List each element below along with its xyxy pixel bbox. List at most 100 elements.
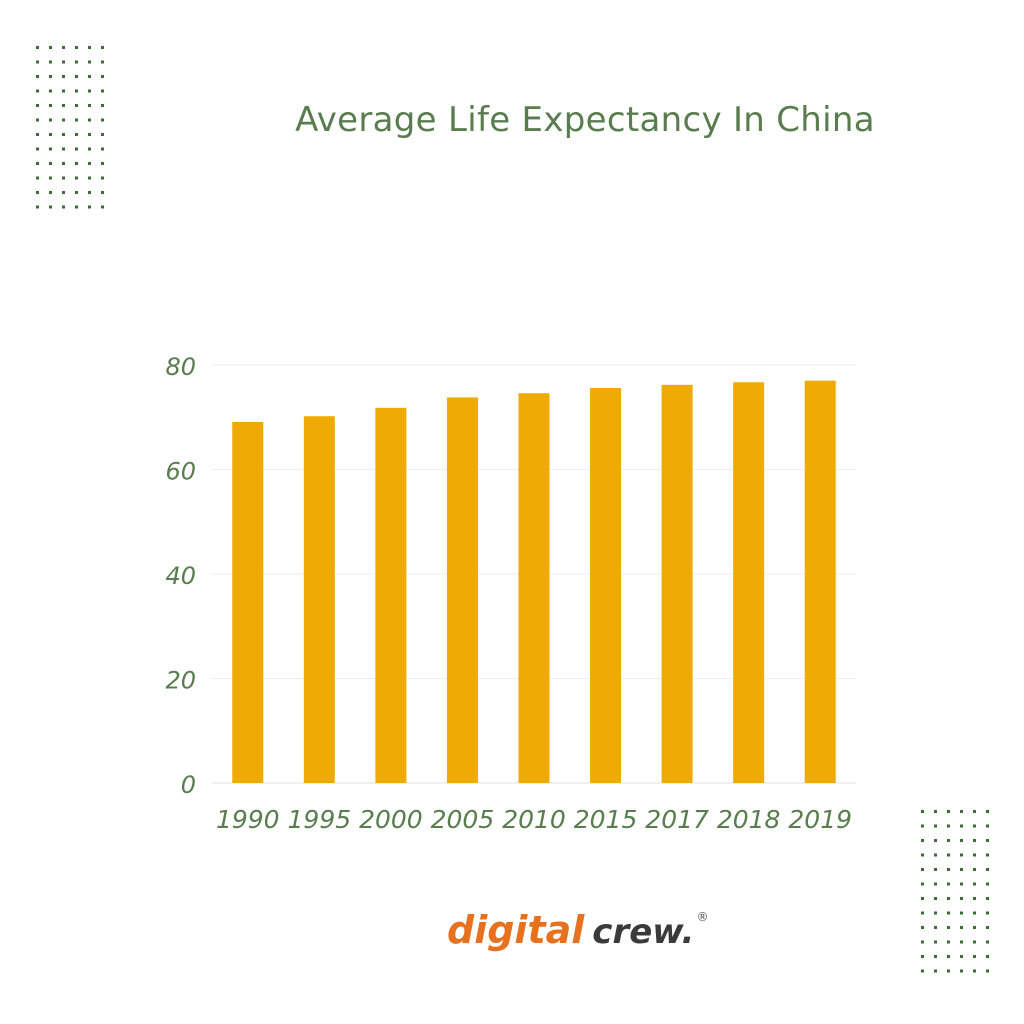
bar-2010	[518, 393, 550, 783]
dot	[88, 176, 91, 180]
dot	[36, 191, 39, 194]
dot	[75, 60, 78, 64]
dot	[75, 162, 78, 165]
dot	[62, 46, 65, 49]
dot	[101, 118, 104, 122]
dot	[101, 191, 104, 194]
bar-chart: 0 20 40 60 80 1990 1995 2000 2005 2010 2015 2017 201…	[165, 353, 856, 834]
dot	[49, 191, 52, 194]
dot	[934, 955, 937, 958]
bar-2018	[733, 382, 765, 783]
dot	[49, 176, 52, 180]
dot	[960, 853, 963, 857]
dot	[101, 46, 104, 49]
dot	[62, 118, 65, 122]
dot	[921, 897, 924, 900]
bar-2005	[446, 397, 478, 783]
dot	[62, 176, 65, 180]
dot	[62, 89, 65, 93]
dot	[947, 882, 950, 886]
x-tick-label: 1995	[288, 805, 352, 834]
dot	[934, 868, 937, 871]
dot	[986, 824, 989, 828]
dot	[973, 955, 976, 958]
dot	[960, 868, 963, 871]
dot	[934, 839, 937, 842]
dot	[88, 104, 91, 107]
x-tick-label: 2017	[645, 805, 709, 834]
dot	[88, 162, 91, 165]
dot	[986, 853, 989, 857]
dot	[921, 926, 924, 929]
dot	[101, 147, 104, 151]
dot	[36, 89, 39, 93]
registered-mark: ®	[696, 910, 709, 924]
dot	[62, 147, 65, 151]
dot	[62, 75, 65, 78]
dot	[49, 133, 52, 136]
dot	[934, 969, 937, 973]
digital-crew-logo: digital crew. ®	[447, 908, 708, 952]
dot	[947, 853, 950, 857]
dot	[101, 89, 104, 93]
dot	[49, 104, 52, 107]
dot	[960, 940, 963, 944]
dot	[960, 969, 963, 973]
x-tick-label: 2018	[717, 805, 781, 834]
dot	[62, 162, 65, 165]
dot	[75, 133, 78, 136]
dot	[986, 926, 989, 929]
dot-pattern-top-left	[36, 46, 104, 209]
dot	[75, 46, 78, 49]
dot	[934, 882, 937, 886]
dot	[75, 118, 78, 122]
dot	[973, 926, 976, 929]
dot	[947, 897, 950, 900]
dot	[49, 75, 52, 78]
logo-word-crew: crew.	[592, 912, 695, 952]
dot	[62, 104, 65, 107]
dot	[36, 104, 39, 107]
dot	[36, 147, 39, 151]
dot	[947, 955, 950, 958]
dot	[36, 118, 39, 122]
dot	[36, 75, 39, 78]
dot	[973, 969, 976, 973]
dot	[62, 60, 65, 64]
dot	[49, 118, 52, 122]
dot	[62, 191, 65, 194]
dot	[101, 75, 104, 78]
dot	[88, 89, 91, 93]
dot	[947, 940, 950, 944]
dot	[986, 955, 989, 958]
bar-2019	[804, 380, 836, 783]
dot	[88, 147, 91, 151]
dot	[88, 205, 91, 209]
dot	[960, 839, 963, 842]
dot	[921, 969, 924, 973]
dot	[947, 839, 950, 842]
dot	[101, 60, 104, 64]
x-tick-label: 1990	[216, 805, 280, 834]
dot	[960, 926, 963, 929]
y-tick-label: 20	[165, 667, 196, 695]
dot	[101, 104, 104, 107]
dot	[947, 926, 950, 929]
dot	[921, 810, 924, 813]
dot	[101, 133, 104, 136]
dot	[75, 104, 78, 107]
dot	[973, 839, 976, 842]
dot	[986, 897, 989, 900]
y-tick-label: 60	[165, 458, 196, 486]
dot	[973, 897, 976, 900]
dot	[947, 969, 950, 973]
dot	[947, 868, 950, 871]
dot	[88, 118, 91, 122]
dot	[934, 810, 937, 813]
dot	[75, 176, 78, 180]
dot	[934, 824, 937, 828]
dot	[934, 940, 937, 944]
dot	[36, 46, 39, 49]
dot	[973, 853, 976, 857]
y-tick-label: 40	[165, 562, 196, 590]
